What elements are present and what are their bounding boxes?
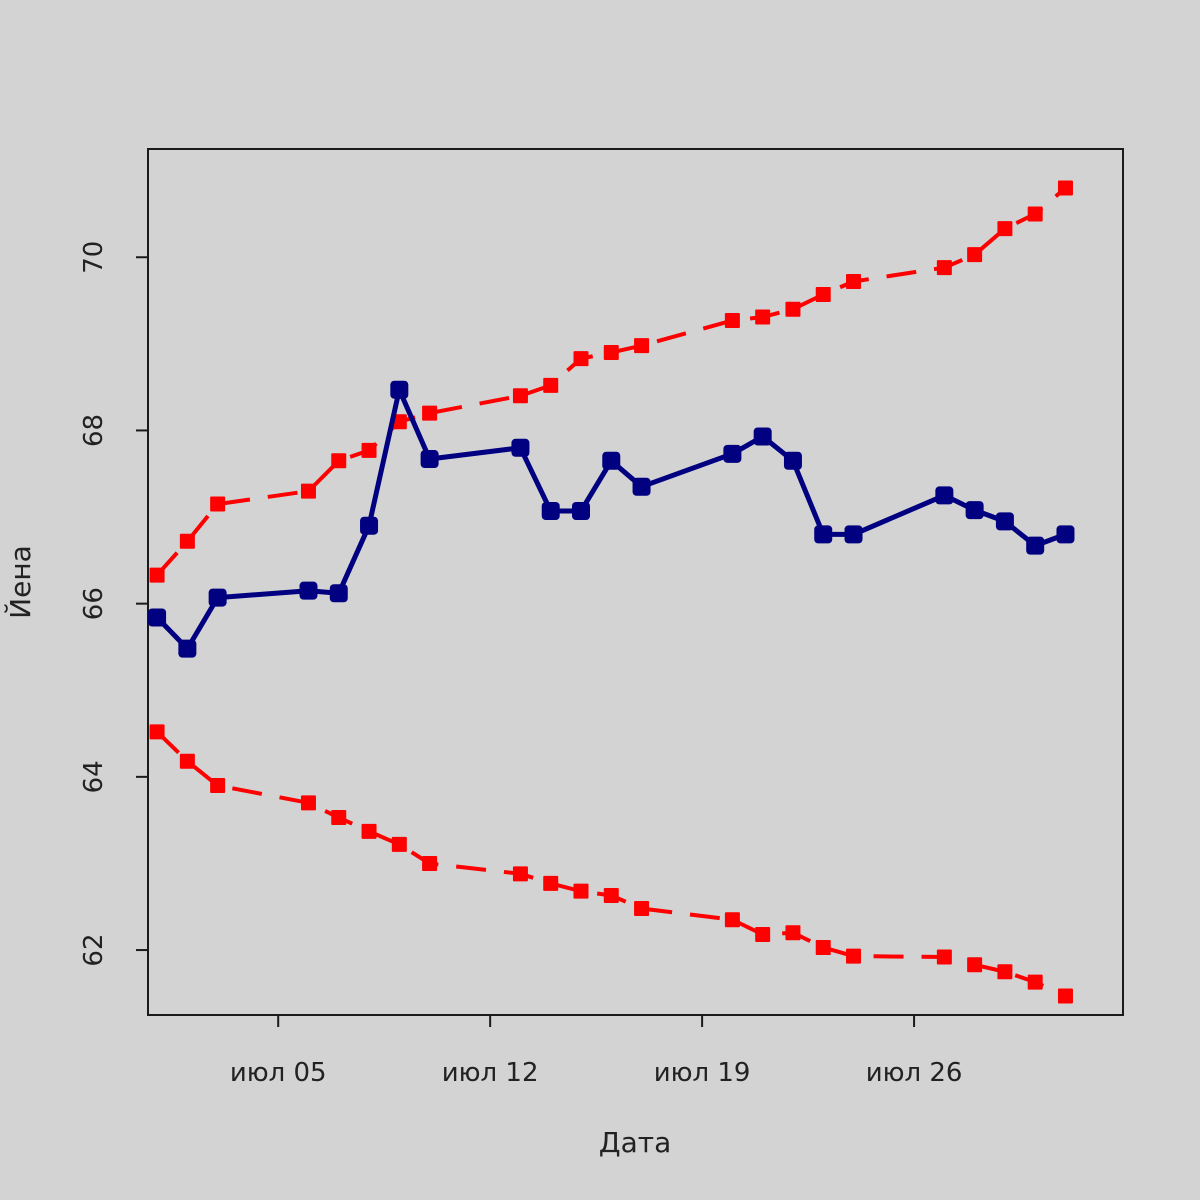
data-point-lower: [846, 948, 862, 964]
data-point-upper: [179, 533, 195, 549]
data-point-actual: [723, 444, 742, 463]
x-tick-label: июл 05: [230, 1058, 327, 1088]
data-point-upper: [331, 453, 347, 469]
data-point-actual: [814, 525, 833, 544]
data-point-actual: [420, 450, 439, 469]
x-tick-label: июл 19: [654, 1058, 751, 1088]
data-point-upper: [724, 312, 740, 328]
data-point-upper: [1057, 180, 1073, 196]
data-point-actual: [965, 501, 984, 520]
x-tick-label: июл 12: [442, 1058, 539, 1088]
data-point-upper: [755, 309, 771, 325]
data-point-actual: [632, 477, 651, 496]
y-tick-label: 68: [79, 414, 109, 447]
data-point-actual: [1026, 536, 1045, 555]
series-line-lower: [155, 730, 1067, 998]
data-point-lower: [149, 724, 165, 740]
data-point-actual: [360, 516, 379, 535]
data-point-lower: [179, 753, 195, 769]
x-axis-title: Дата: [599, 1126, 672, 1159]
data-point-actual: [753, 427, 772, 446]
data-point-upper: [936, 260, 952, 276]
data-point-lower: [512, 866, 528, 882]
data-point-lower: [361, 823, 377, 839]
data-point-lower: [300, 795, 316, 811]
series-upper: [149, 180, 1073, 583]
data-point-lower: [634, 900, 650, 916]
data-point-upper: [815, 286, 831, 302]
plot-frame: [147, 148, 1124, 1016]
data-point-lower: [573, 883, 589, 899]
data-point-upper: [361, 442, 377, 458]
data-point-upper: [300, 483, 316, 499]
data-point-actual: [208, 588, 227, 607]
data-point-actual: [329, 584, 348, 603]
data-point-upper: [391, 414, 407, 430]
data-point-upper: [149, 567, 165, 583]
series-actual: [148, 380, 1075, 658]
series-lower: [149, 724, 1073, 1004]
data-point-lower: [1027, 974, 1043, 990]
data-point-actual: [511, 438, 530, 457]
data-point-lower: [391, 836, 407, 852]
data-point-lower: [603, 887, 619, 903]
series-layer: [148, 180, 1075, 1004]
data-point-lower: [1057, 988, 1073, 1004]
y-tick-label: 66: [79, 587, 109, 620]
data-point-upper: [573, 351, 589, 367]
data-point-upper: [967, 247, 983, 263]
data-point-lower: [936, 949, 952, 965]
data-point-lower: [755, 926, 771, 942]
y-tick-label: 62: [79, 934, 109, 967]
data-point-lower: [543, 875, 559, 891]
series-line-upper: [155, 186, 1067, 577]
data-point-lower: [331, 810, 347, 826]
y-tick-label: 64: [79, 760, 109, 793]
data-point-upper: [603, 345, 619, 361]
y-tick-label: 70: [79, 241, 109, 274]
x-tick-label: июл 26: [866, 1058, 963, 1088]
data-point-actual: [844, 525, 863, 544]
data-point-actual: [602, 451, 621, 470]
data-point-upper: [997, 221, 1013, 237]
data-point-upper: [210, 496, 226, 512]
data-point-upper: [785, 301, 801, 317]
axis-layer: июл 05 июл 12 июл 19 июл 26 62 64 66 68 70: [79, 241, 962, 1088]
data-point-upper: [543, 377, 559, 393]
data-point-actual: [178, 639, 197, 658]
data-point-upper: [634, 338, 650, 354]
data-point-actual: [995, 512, 1014, 531]
data-point-upper: [1027, 206, 1043, 222]
data-point-lower: [997, 964, 1013, 980]
data-point-actual: [148, 608, 167, 627]
y-axis-title: Йена: [3, 545, 37, 619]
data-point-upper: [846, 273, 862, 289]
data-point-actual: [299, 581, 318, 600]
data-point-lower: [815, 939, 831, 955]
data-point-lower: [967, 957, 983, 973]
data-point-lower: [785, 925, 801, 941]
data-point-actual: [571, 501, 590, 520]
data-point-actual: [935, 486, 954, 505]
data-point-actual: [541, 501, 560, 520]
data-point-lower: [210, 778, 226, 794]
data-point-lower: [724, 912, 740, 928]
data-point-actual: [1056, 525, 1075, 544]
data-point-actual: [783, 451, 802, 470]
data-point-lower: [422, 855, 438, 871]
data-point-upper: [512, 388, 528, 404]
data-point-upper: [422, 405, 438, 421]
data-point-actual: [390, 380, 409, 399]
series-line-actual: [155, 387, 1067, 652]
